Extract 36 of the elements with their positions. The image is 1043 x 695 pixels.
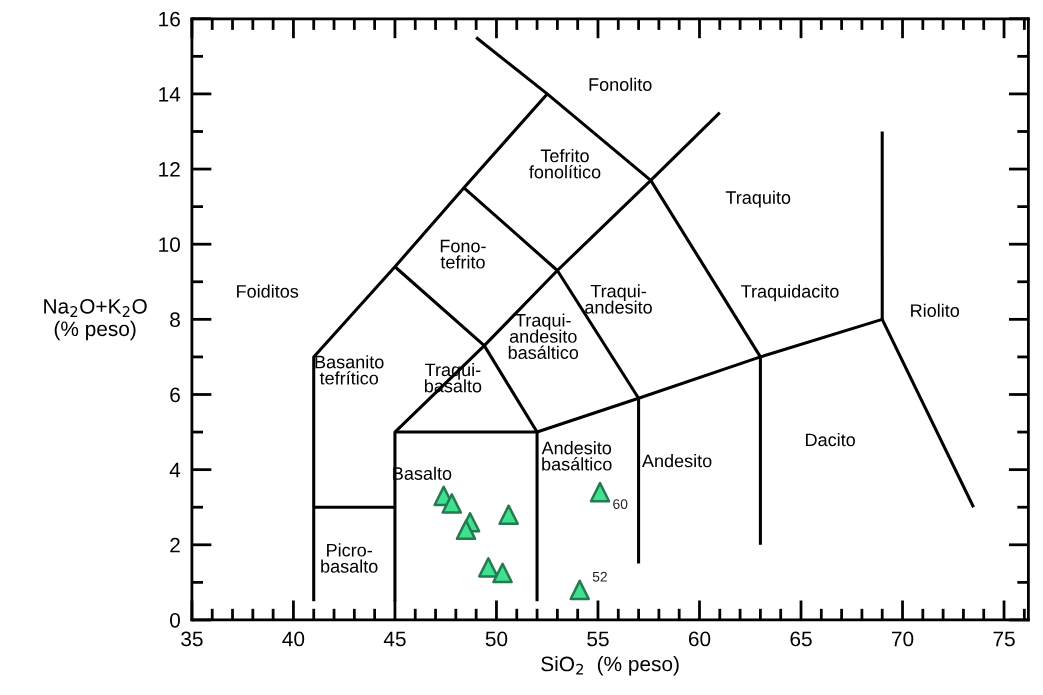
y-tick-label: 14 bbox=[159, 87, 181, 102]
x-tick-label: 50 bbox=[485, 631, 508, 647]
annotation: Tefrito fonolítico bbox=[529, 148, 601, 179]
y-tick-label: 8 bbox=[170, 312, 180, 328]
y-axis-title: Na$_{2}$O+K$_{2}$O (% peso) bbox=[44, 298, 147, 341]
annotation: Dacito bbox=[806, 432, 855, 447]
y-tick-label: 4 bbox=[169, 462, 181, 478]
annotation: Basanito tefrítico bbox=[315, 355, 384, 385]
x-tick-label: 75 bbox=[993, 631, 1015, 647]
annotation: Andesito bbox=[641, 454, 712, 468]
annotation: Traqui- andesito bbox=[585, 284, 652, 314]
annotation: Traquito bbox=[725, 190, 791, 208]
y-tick-label: 6 bbox=[170, 387, 180, 403]
annotation: Andesito basáltico bbox=[541, 441, 612, 471]
y-tick-label: 0 bbox=[170, 612, 180, 628]
annotation: Riolito bbox=[911, 303, 960, 317]
annotation: Foiditos bbox=[237, 284, 299, 298]
annotation: Traquidacito bbox=[741, 284, 839, 302]
annotation: 60 bbox=[613, 499, 628, 509]
y-tick-label: 10 bbox=[159, 237, 180, 252]
annotation: Traqui- andesito basáltico bbox=[508, 313, 579, 360]
y-tick-label: 16 bbox=[159, 11, 180, 27]
x-tick-label: 35 bbox=[181, 631, 203, 647]
annotation: Fonolito bbox=[589, 77, 652, 91]
y-tick-label: 12 bbox=[159, 162, 180, 177]
x-tick-label: 70 bbox=[892, 631, 914, 647]
y-tick-label: 2 bbox=[170, 537, 180, 553]
x-tick-label: 40 bbox=[282, 631, 305, 647]
annotation: Picro- basalto bbox=[321, 543, 378, 573]
x-tick-label: 65 bbox=[790, 631, 812, 647]
x-axis-title: SiO$_{2}$ (% peso) bbox=[541, 656, 679, 676]
x-tick-label: 55 bbox=[587, 631, 609, 647]
annotation: 52 bbox=[592, 571, 607, 582]
x-tick-label: 60 bbox=[688, 631, 711, 647]
annotation: Fono- tefrito bbox=[440, 239, 486, 269]
x-tick-label: 45 bbox=[383, 631, 406, 647]
